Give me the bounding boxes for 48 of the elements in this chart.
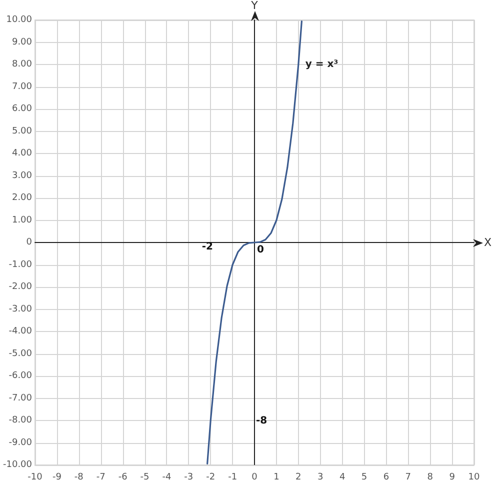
y-tick-label: 6.00 — [12, 104, 32, 114]
x-tick-label: -4 — [162, 472, 172, 482]
y-tick-label: -7.00 — [8, 393, 32, 404]
y-tick-label: 8.00 — [12, 60, 32, 70]
y-axis-title: Y — [250, 0, 258, 12]
y-tick-label: 1.00 — [12, 215, 32, 226]
x-tick-label: 9 — [449, 472, 456, 482]
x-tick-label: 2 — [296, 472, 302, 482]
y-tick-label: -6.00 — [8, 371, 32, 381]
annotation: 0 — [257, 244, 264, 256]
y-tick-label: 3.00 — [12, 170, 32, 181]
x-tick-label: 4 — [339, 472, 346, 482]
x-tick-label: 6 — [383, 472, 390, 482]
x-tick-label: -7 — [96, 472, 106, 482]
x-tick-label: 8 — [427, 472, 434, 482]
x-tick-label: 10 — [468, 472, 480, 482]
x-tick-label: -1 — [228, 472, 238, 482]
x-tick-label: -10 — [28, 472, 43, 482]
series-label: y = x³ — [305, 59, 338, 70]
y-tick-label: -3.00 — [8, 304, 32, 314]
x-axis-title: X — [484, 236, 492, 249]
annotation: -8 — [256, 416, 268, 426]
y-tick-label: -9.00 — [8, 438, 32, 448]
x-tick-label: -8 — [74, 472, 84, 482]
y-tick-label: -1.00 — [8, 260, 32, 270]
x-tick-label: 0 — [252, 472, 258, 482]
y-tick-label: 4.00 — [12, 148, 32, 158]
y-tick-label: -2.00 — [8, 282, 32, 292]
y-tick-label: -4.00 — [8, 326, 32, 336]
x-tick-label: -5 — [140, 472, 150, 482]
y-tick-label: -5.00 — [8, 348, 32, 359]
x-tick-label: 1 — [274, 472, 280, 482]
annotation: -2 — [202, 242, 214, 252]
y-tick-label: -10.00 — [2, 460, 32, 470]
x-tick-label: -2 — [206, 472, 216, 482]
y-tick-label: 9.00 — [12, 37, 32, 48]
y-tick-label: 0 — [26, 238, 32, 248]
y-tick-label: 5.00 — [12, 126, 32, 136]
y-tick-label: 7.00 — [12, 82, 32, 92]
x-tick-label: 7 — [405, 472, 412, 482]
x-tick-label: -6 — [118, 472, 128, 482]
x-tick-label: 3 — [317, 472, 324, 482]
y-tick-label: -8.00 — [8, 416, 32, 426]
y-tick-label: 2.00 — [12, 193, 32, 203]
x-tick-label: 5 — [361, 472, 368, 482]
y-tick-label: 10.00 — [6, 15, 32, 25]
x-tick-label: -3 — [184, 472, 194, 482]
x-tick-label: -9 — [52, 472, 62, 482]
